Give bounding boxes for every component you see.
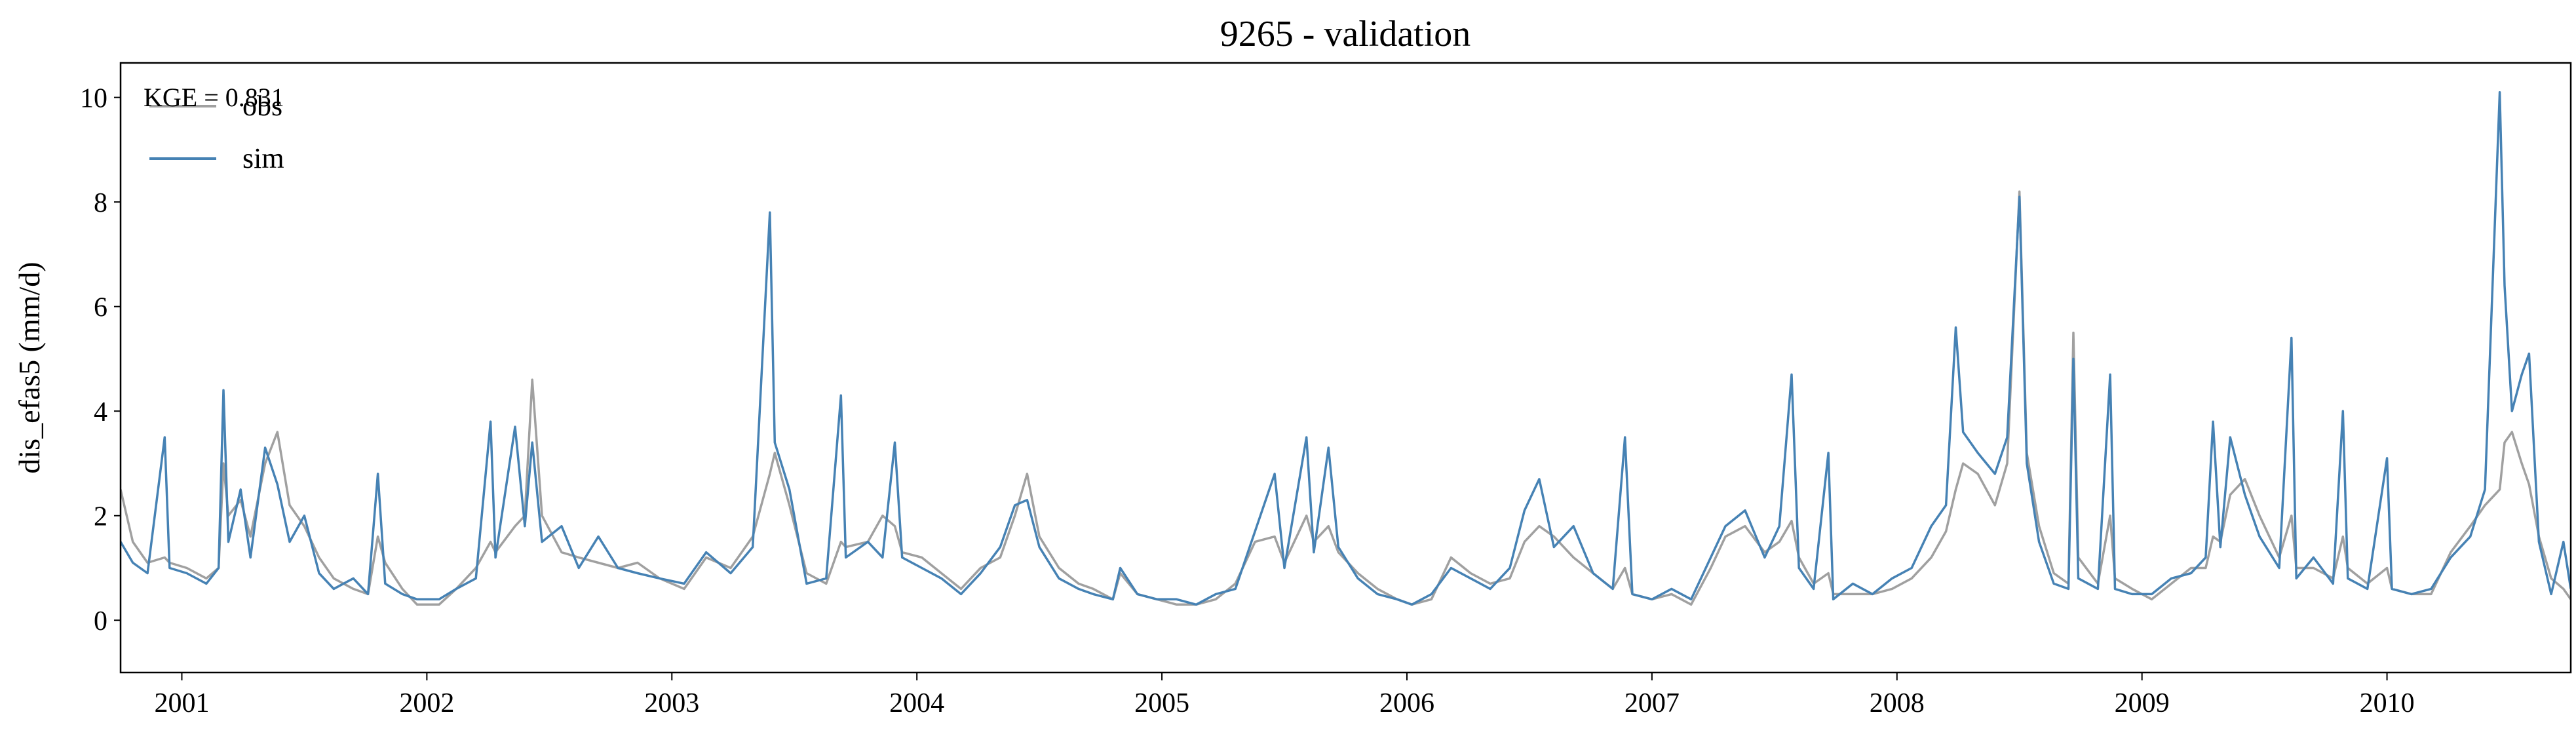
y-tick-label: 8 <box>94 188 107 218</box>
y-tick-label: 6 <box>94 293 107 323</box>
x-tick-label: 2004 <box>889 688 944 718</box>
x-tick-label: 2006 <box>1379 688 1434 718</box>
x-tick-label: 2007 <box>1624 688 1680 718</box>
x-tick-label: 2002 <box>399 688 454 718</box>
legend-label: obs <box>242 90 282 122</box>
y-tick-label: 0 <box>94 606 107 636</box>
y-tick-label: 10 <box>80 84 107 114</box>
x-tick-label: 2005 <box>1134 688 1189 718</box>
y-tick-label: 2 <box>94 502 107 532</box>
series-line <box>121 90 2571 606</box>
annotation: KGE = 0.831 <box>144 83 284 112</box>
chart-title: 9265 - validation <box>1220 14 1471 54</box>
x-tick-label: 2009 <box>2115 688 2170 718</box>
x-tick-label: 2003 <box>644 688 699 718</box>
plot-frame <box>119 62 2572 674</box>
series-line <box>121 190 2571 606</box>
x-tick-label: 2008 <box>1870 688 1925 718</box>
legend-label: sim <box>242 142 284 174</box>
y-axis-label: dis_efas5 (mm/d) <box>12 262 46 473</box>
y-tick-label: 4 <box>94 397 107 427</box>
x-tick-label: 2010 <box>2360 688 2415 718</box>
x-tick-label: 2001 <box>154 688 209 718</box>
